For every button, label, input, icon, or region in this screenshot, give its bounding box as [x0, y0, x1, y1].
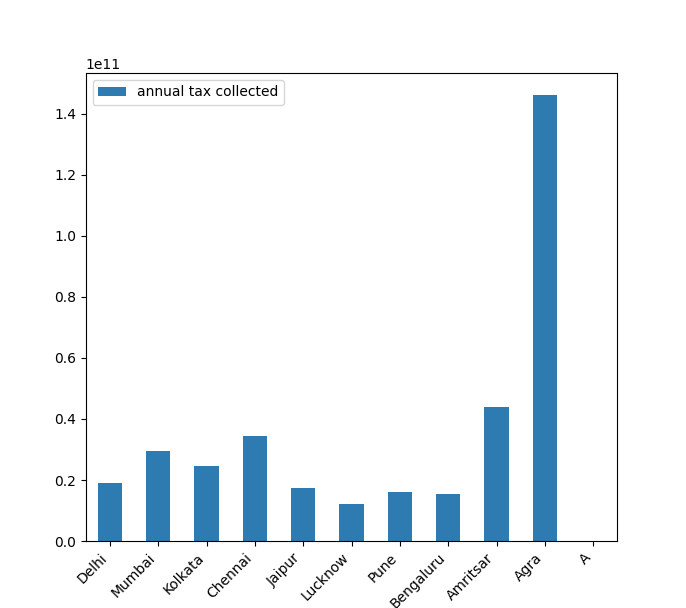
Bar — [98, 483, 122, 541]
Bar — [533, 95, 557, 541]
Bar — [291, 488, 316, 541]
Bar — [436, 494, 460, 541]
Bar — [195, 466, 219, 541]
Bar — [340, 505, 364, 541]
Bar — [484, 407, 508, 541]
Bar — [243, 436, 267, 541]
Bar — [388, 492, 412, 541]
Bar — [146, 451, 170, 541]
Legend: annual tax collected: annual tax collected — [93, 80, 284, 105]
